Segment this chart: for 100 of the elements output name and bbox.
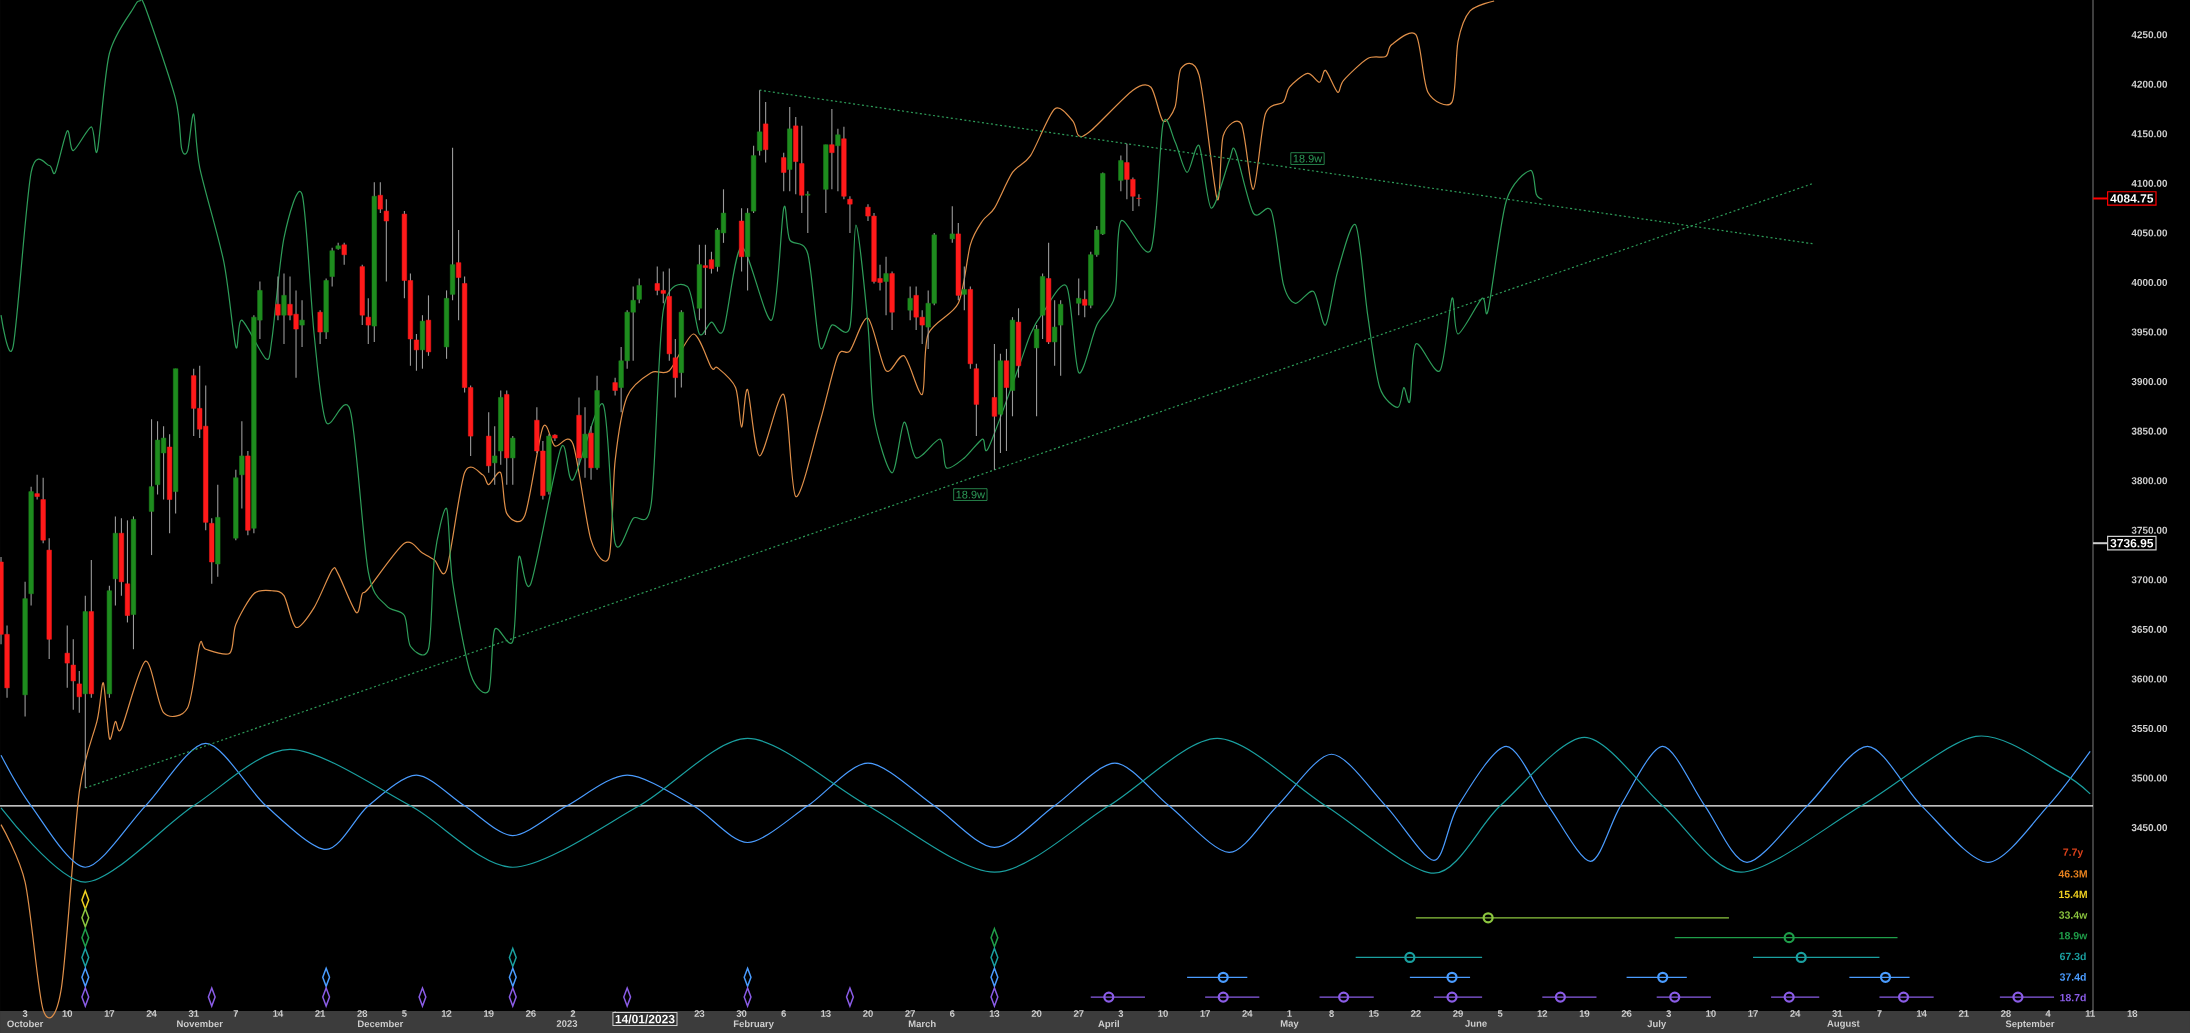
x2-tick-label: April: [1098, 1020, 1119, 1030]
y-tick-label: 4000.00: [2131, 278, 2168, 287]
y-tick-label: 3950.00: [2131, 328, 2168, 336]
x2-tick-label: June: [1465, 1020, 1487, 1027]
x-tick-label: 19: [1579, 1010, 1590, 1017]
point: [1669, 991, 1681, 1003]
candlestick: [299, 299, 305, 348]
candlestick: [835, 128, 841, 192]
legend-label: 7.7y: [2063, 848, 2084, 858]
point: [1103, 991, 1115, 1003]
candlestick: [365, 297, 371, 345]
x2-tick-label: 2023: [556, 1020, 578, 1027]
x2-tick-label: August: [1827, 1020, 1860, 1029]
annotation: 18.9w: [956, 490, 986, 499]
text: 18.7d: [2060, 993, 2086, 1002]
x2-tick-label: November: [177, 1020, 223, 1028]
candlestick: [510, 435, 516, 486]
x-tick-label: 7: [1877, 1010, 1882, 1017]
y-tick-label: 3700.00: [2131, 576, 2168, 584]
candlestick: [341, 242, 347, 266]
y-tick-label: 3800.00: [2131, 477, 2168, 485]
point: [2012, 991, 2024, 1003]
x-tick-label: 10: [62, 1010, 73, 1017]
text: 18.9w: [2059, 931, 2088, 940]
candlestick: [829, 108, 835, 190]
y-tick-label: 4200.00: [2131, 80, 2168, 88]
x-tick-label: 21: [315, 1010, 326, 1017]
point: [1217, 991, 1229, 1003]
point: [1897, 991, 1910, 1003]
x-tick-label: 24: [146, 1010, 157, 1017]
x-tick-label: 20: [1031, 1010, 1042, 1017]
candlestick: [1076, 277, 1082, 316]
candlestick: [377, 181, 383, 214]
candlestick: [456, 229, 462, 321]
x-tick-label: 5: [1497, 1010, 1503, 1017]
point: [1446, 971, 1458, 983]
x-tick-label: 3: [1666, 1010, 1672, 1017]
text: 37.4d: [2059, 973, 2086, 981]
x-tick-label: 17: [1748, 1010, 1758, 1017]
ref-line-label: 4084.75: [2110, 194, 2154, 203]
point: [1554, 991, 1566, 1003]
x-tick-label: 7: [233, 1010, 239, 1017]
candlestick: [1118, 155, 1124, 192]
y-tick-label: 3600.00: [2131, 675, 2168, 683]
y-tick-label: 3750.00: [2131, 526, 2168, 534]
x-tick-label: 11: [2085, 1010, 2095, 1017]
x-tick-label: 31: [1832, 1010, 1843, 1017]
candlestick: [1058, 299, 1064, 377]
x2-tick-label: May: [1280, 1020, 1299, 1029]
y-tick-label: 4150.00: [2131, 130, 2168, 138]
candlestick: [672, 338, 678, 399]
candlestick: [281, 273, 287, 345]
x2-tick-label: July: [1647, 1020, 1667, 1030]
y-tick-label: 4050.00: [2131, 229, 2168, 237]
x-tick-label: 3: [22, 1010, 28, 1017]
point: [1446, 991, 1458, 1003]
text: 67.3d: [2059, 952, 2086, 961]
candlestick: [76, 670, 82, 714]
y-tick-label: 3500.00: [2131, 774, 2168, 782]
point: [1482, 912, 1494, 924]
text: 14/01/2023: [615, 1014, 675, 1024]
y-tick-label: 4100.00: [2131, 179, 2168, 187]
x2-tick-label: October: [7, 1020, 44, 1028]
x-tick-label: 18: [2127, 1010, 2138, 1017]
candlestick: [636, 277, 642, 304]
candlestick: [883, 256, 889, 316]
candlestick: [492, 425, 498, 486]
point: [1783, 991, 1795, 1003]
y-tick-label: 3850.00: [2131, 427, 2168, 435]
candlestick: [1052, 299, 1058, 367]
x-tick-label: 12: [1537, 1010, 1548, 1017]
candlestick: [64, 624, 70, 689]
x-tick-label: 28: [2000, 1010, 2011, 1017]
point: [1404, 951, 1416, 964]
candlestick: [805, 190, 811, 234]
x-tick-label: 17: [104, 1010, 115, 1017]
x2-tick-label: December: [357, 1020, 404, 1028]
x-tick-label: 5: [402, 1010, 407, 1017]
candlestick: [1034, 324, 1040, 417]
text: 15.4M: [2059, 890, 2087, 899]
y-tick-label: 4250.00: [2131, 31, 2168, 39]
x-tick-label: 17: [1200, 1010, 1211, 1017]
x-tick-label: 24: [1242, 1010, 1253, 1017]
point: [1338, 991, 1350, 1003]
candlestick: [961, 266, 967, 311]
x-tick-label: 13: [989, 1010, 1000, 1017]
x-tick-label: 23: [694, 1010, 705, 1017]
x-tick-label: 27: [905, 1010, 915, 1017]
point: [1879, 971, 1892, 983]
y-tick-label: 3550.00: [2131, 724, 2168, 733]
x-tick-label: 12: [441, 1010, 452, 1017]
x-tick-label: 14: [1916, 1010, 1927, 1017]
x-tick-label: 6: [781, 1010, 786, 1017]
point: [1217, 971, 1229, 983]
y-tick-label: 3900.00: [2131, 378, 2168, 386]
candlestick: [847, 195, 853, 234]
x-tick-label: 22: [1410, 1010, 1421, 1017]
x2-tick-label: February: [733, 1020, 774, 1030]
candlestick: [582, 406, 588, 479]
point: [1657, 971, 1669, 983]
